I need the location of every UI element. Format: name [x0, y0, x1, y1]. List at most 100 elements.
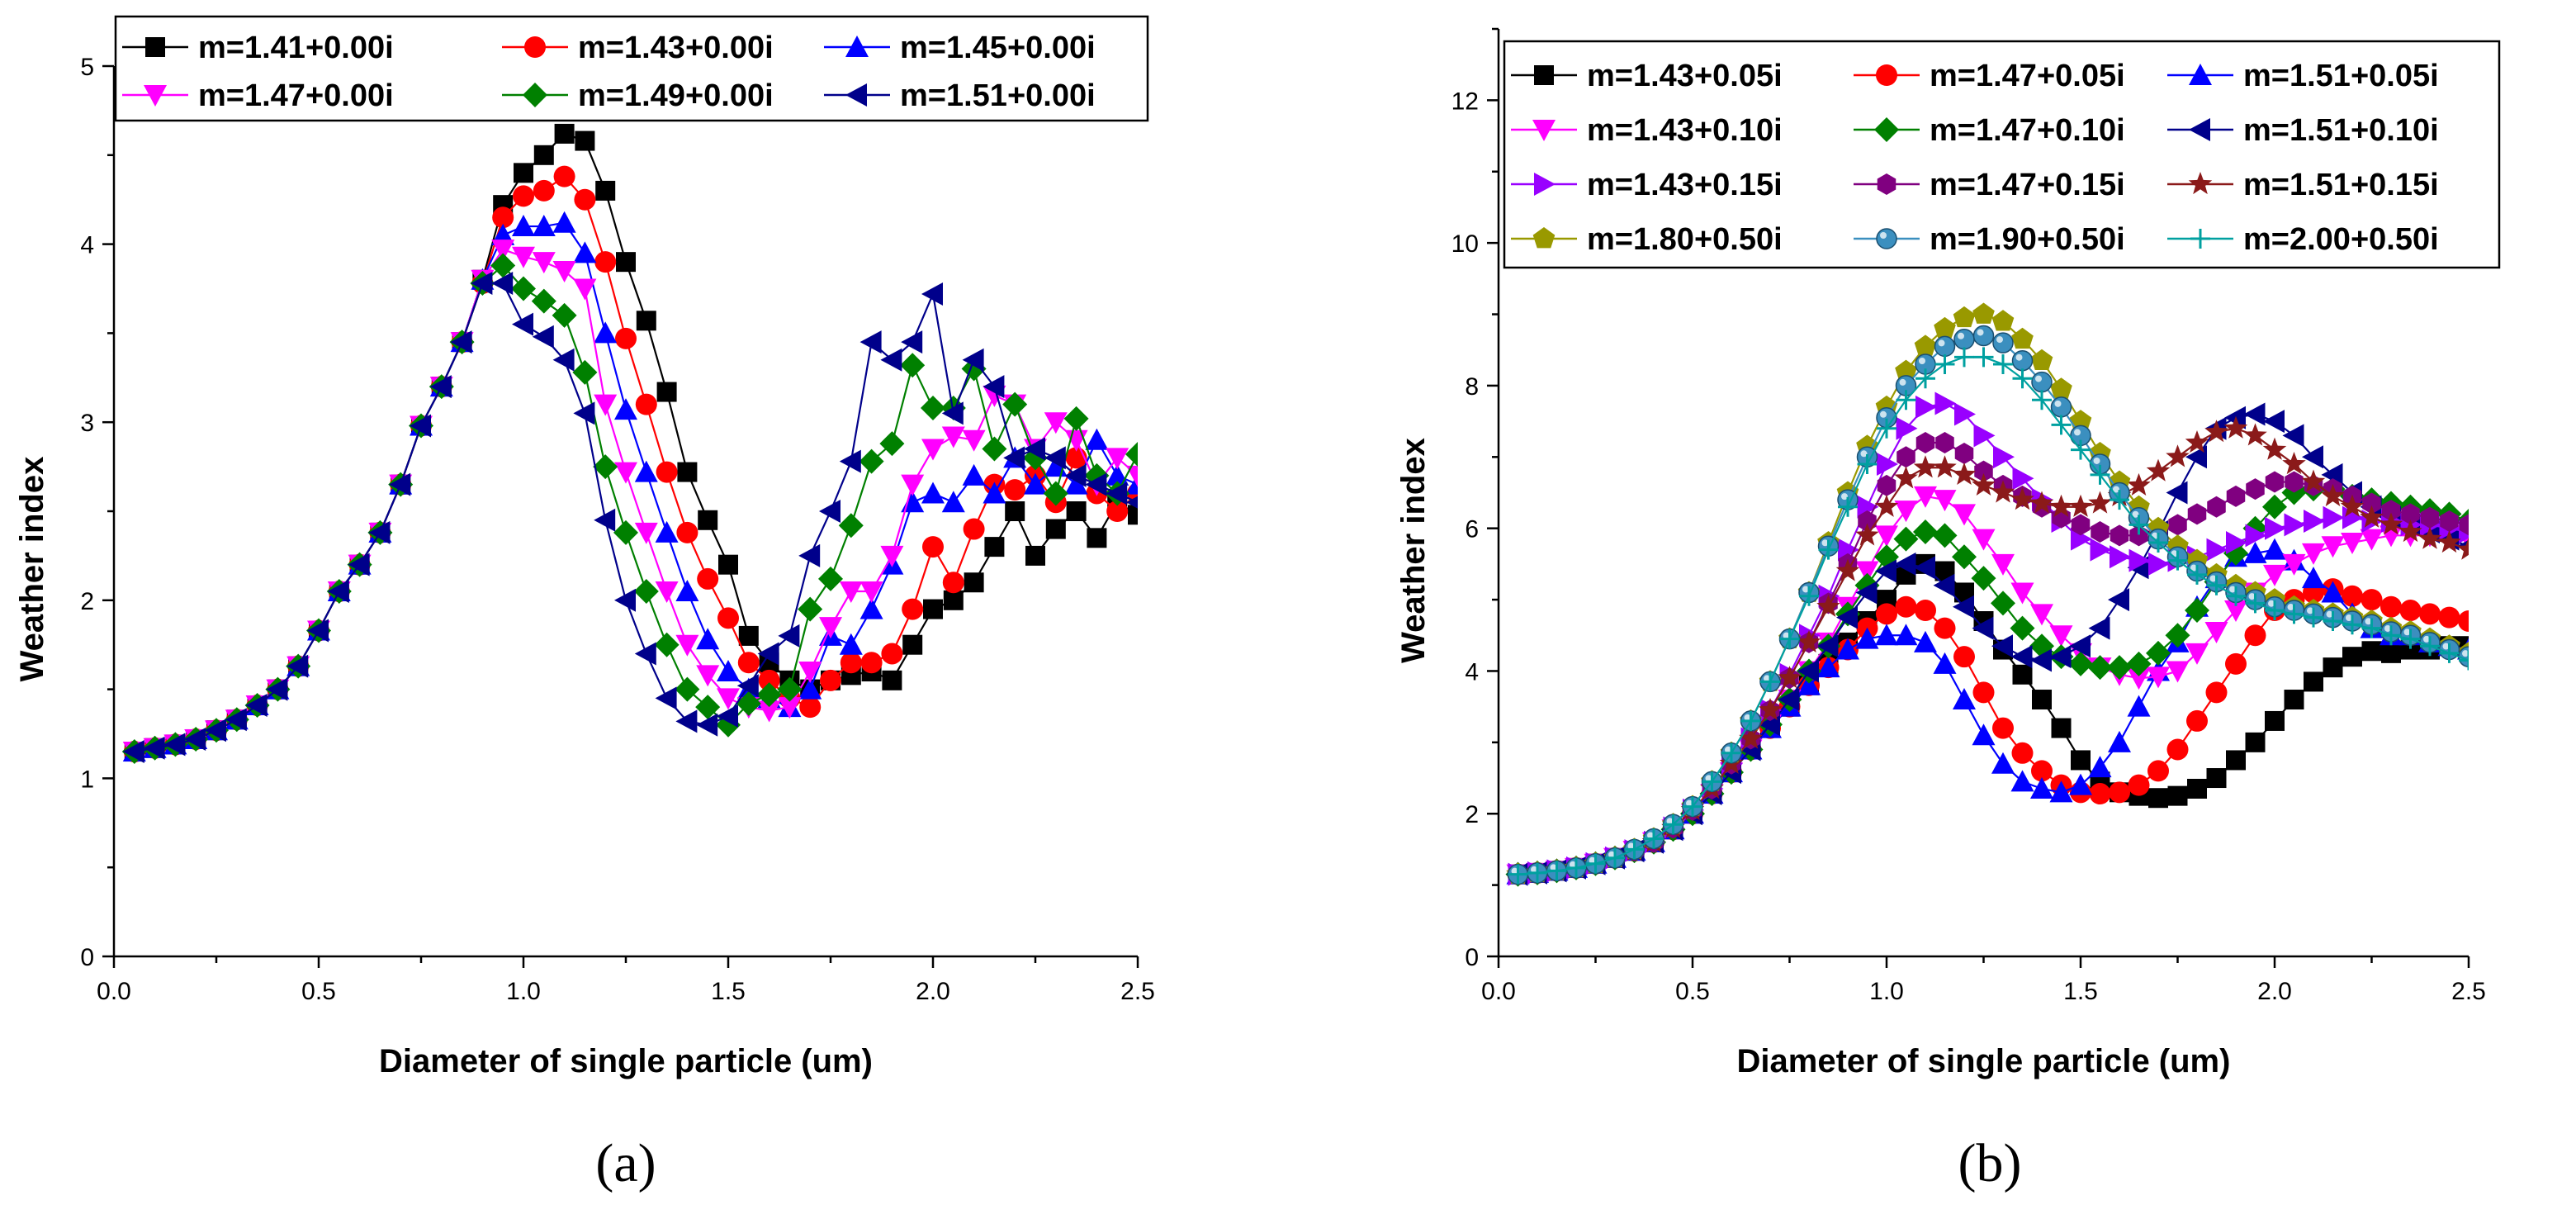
data-point: [1721, 742, 1741, 763]
data-point: [839, 449, 861, 473]
data-point: [2225, 652, 2247, 675]
data-point: [1779, 629, 1800, 649]
data-point: [656, 382, 677, 402]
data-point: [594, 251, 617, 273]
data-point: [633, 579, 659, 605]
data-point: [514, 163, 533, 183]
data-point: [2246, 478, 2265, 501]
marker-highlight: [1725, 746, 1731, 753]
data-point: [2168, 514, 2187, 536]
data-point: [2010, 645, 2033, 669]
data-point: [2245, 524, 2267, 548]
marker-highlight: [1880, 410, 1887, 418]
legend-label: m=1.43+0.05i: [1587, 59, 1783, 93]
data-point: [655, 686, 677, 710]
data-point: [2263, 538, 2286, 560]
x-tick-label: 0.0: [97, 978, 131, 1005]
data-point: [696, 665, 720, 687]
data-point: [1992, 332, 2014, 353]
data-point: [943, 590, 964, 610]
data-point: [675, 634, 699, 657]
data-point: [963, 518, 985, 540]
data-point: [2302, 543, 2325, 565]
data-point: [553, 165, 575, 187]
data-point: [572, 359, 598, 385]
data-point: [1894, 552, 1916, 576]
legend-item: m=1.51+0.00i: [824, 78, 1096, 113]
data-point: [2263, 564, 2286, 586]
data-point: [2049, 625, 2073, 648]
data-point: [2127, 695, 2151, 717]
data-point: [2360, 505, 2384, 528]
data-point: [1546, 861, 1567, 881]
data-point: [2262, 437, 2287, 460]
data-point: [1991, 553, 2015, 576]
data-point: [2011, 327, 2034, 349]
data-point: [512, 246, 535, 268]
data-point: [2051, 718, 2072, 738]
legend-marker: [144, 85, 167, 107]
data-point: [533, 179, 555, 202]
data-point: [2089, 783, 2111, 805]
data-point: [2012, 664, 2033, 685]
data-point: [2399, 600, 2422, 622]
data-point: [2419, 603, 2441, 625]
data-point: [1953, 595, 1974, 619]
data-point: [532, 252, 556, 274]
data-point: [1953, 688, 1976, 710]
data-point: [616, 252, 636, 273]
data-point: [1855, 627, 1879, 649]
legend-label: m=1.49+0.00i: [578, 78, 774, 113]
data-point: [798, 677, 822, 700]
data-point: [2224, 600, 2247, 623]
data-point: [1934, 335, 1956, 358]
data-point: [2166, 444, 2190, 467]
data-point: [2341, 532, 2364, 554]
legend-item: m=1.47+0.15i: [1854, 168, 2125, 202]
data-point: [882, 670, 902, 690]
data-point: [2361, 618, 2382, 638]
data-point: [2282, 424, 2304, 448]
data-point: [1836, 638, 1859, 660]
data-point: [614, 588, 636, 612]
legend-marker: [845, 36, 869, 57]
data-point: [2049, 645, 2072, 669]
x-tick-label: 1.0: [1869, 978, 1904, 1005]
legend-label: m=1.47+0.10i: [1930, 113, 2125, 148]
marker-highlight: [1550, 864, 1557, 871]
y-tick-label: 1: [80, 766, 94, 793]
legend-label: m=2.00+0.50i: [2243, 222, 2439, 257]
data-point: [777, 676, 803, 702]
data-point: [1778, 666, 1802, 689]
marker-highlight: [2384, 624, 2391, 632]
data-point: [2129, 515, 2149, 535]
data-point: [512, 312, 533, 336]
legend-item: m=1.45+0.00i: [824, 31, 1096, 65]
data-point: [1855, 523, 1879, 546]
data-point: [1934, 617, 1956, 639]
data-point: [1991, 310, 2015, 331]
marker-highlight: [1647, 832, 1654, 839]
data-point: [654, 632, 680, 657]
data-point: [859, 448, 884, 474]
legend-item: m=1.47+0.00i: [122, 78, 394, 113]
data-point: [2110, 524, 2129, 547]
data-point: [552, 260, 576, 282]
data-point: [635, 393, 657, 415]
data-point: [2321, 536, 2345, 558]
data-point: [798, 543, 821, 567]
data-point: [513, 185, 534, 207]
data-point: [2108, 588, 2129, 612]
y-tick-label: 6: [1465, 516, 1479, 543]
data-point: [634, 460, 658, 482]
data-point: [902, 598, 924, 620]
data-point: [798, 662, 822, 684]
data-point: [2244, 624, 2266, 647]
data-point: [2187, 778, 2207, 799]
data-point: [1953, 329, 1975, 350]
data-point: [1933, 455, 1957, 478]
data-point: [1739, 726, 1763, 749]
data-point: [594, 394, 618, 416]
data-point: [2420, 506, 2440, 529]
data-point: [819, 500, 841, 523]
